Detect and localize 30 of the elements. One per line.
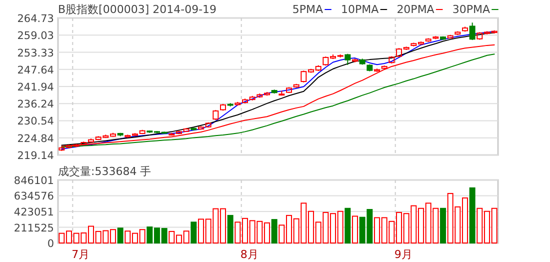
bar bbox=[469, 187, 476, 244]
y-tick-label: 253.33 bbox=[17, 47, 54, 60]
y-tick-label: 211525 bbox=[14, 222, 54, 234]
x-tick-label: 7月 bbox=[72, 248, 90, 261]
y-tick-label: 0 bbox=[47, 238, 54, 250]
bar bbox=[190, 222, 197, 244]
y-tick-label: 236.24 bbox=[17, 98, 54, 111]
x-tick-label: 8月 bbox=[240, 248, 258, 261]
bar bbox=[117, 228, 124, 244]
y-tick-label: 241.94 bbox=[17, 81, 54, 94]
y-tick-label: 264.73 bbox=[17, 13, 54, 25]
legend-label: 5PMA bbox=[292, 3, 324, 16]
y-tick-label: 230.54 bbox=[17, 116, 54, 128]
y-tick-label: 423051 bbox=[14, 206, 54, 218]
bar bbox=[440, 208, 446, 244]
y-tick-label: 247.64 bbox=[17, 64, 54, 76]
x-tick-label: 9月 bbox=[394, 248, 412, 261]
bar bbox=[271, 219, 278, 244]
y-tick-label: 219.14 bbox=[17, 150, 54, 162]
y-tick-label: 224.84 bbox=[17, 132, 54, 145]
y-tick-label: 259.03 bbox=[17, 30, 54, 42]
bar bbox=[227, 214, 234, 244]
chart-title: B股指数[000003] 2014-09-19 bbox=[58, 3, 217, 16]
legend-label: 30PMA bbox=[452, 3, 490, 16]
legend-label: 20PMA bbox=[396, 3, 435, 16]
y-tick-label: 846101 bbox=[14, 175, 54, 187]
chart-title: 成交量:533684 手 bbox=[58, 165, 152, 178]
bar bbox=[344, 208, 351, 244]
y-tick-label: 634576 bbox=[14, 190, 54, 203]
legend-label: 10PMA bbox=[341, 3, 380, 16]
